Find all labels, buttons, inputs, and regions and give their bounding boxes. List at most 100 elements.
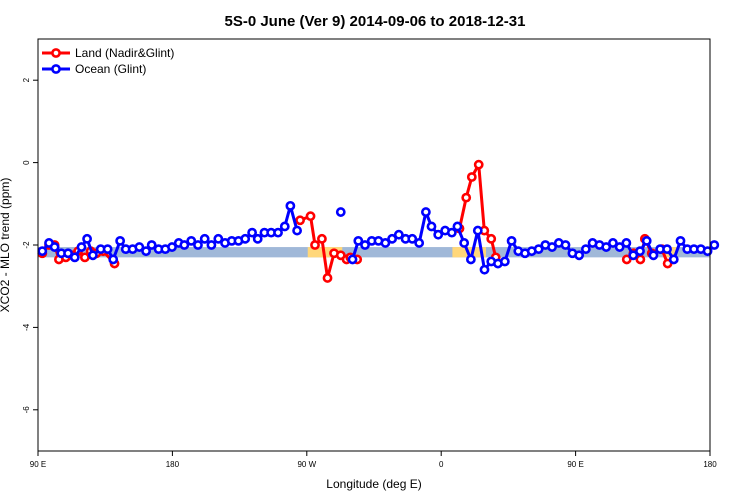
legend-swatch-point <box>51 64 61 74</box>
data-point <box>252 233 263 244</box>
y-tick-label: -2 <box>22 241 31 249</box>
legend-swatch-point <box>51 48 61 58</box>
x-axis-label: Longitude (deg E) <box>326 477 421 491</box>
y-tick-label: -4 <box>22 323 31 331</box>
data-point <box>614 242 625 252</box>
data-point <box>506 235 517 246</box>
data-point <box>461 192 472 203</box>
data-point <box>393 229 404 240</box>
data-point <box>134 242 145 252</box>
axes: 90 E 180 90 W 0 90 E 180 2 0 -2 -4 -6 <box>22 77 717 469</box>
data-point <box>79 252 90 263</box>
data-point <box>601 242 612 252</box>
data-point <box>273 227 283 238</box>
data-point <box>247 227 258 238</box>
data-point <box>414 238 425 248</box>
data-point <box>108 254 119 265</box>
data-point <box>635 246 645 257</box>
data-point <box>486 233 497 244</box>
data-point <box>420 207 431 217</box>
data-point <box>347 254 358 265</box>
data-point <box>580 244 591 255</box>
series-group <box>37 159 720 283</box>
data-point <box>167 242 177 252</box>
data-point <box>240 233 251 244</box>
data-point <box>709 240 720 250</box>
data-point <box>213 233 224 244</box>
series-ocean <box>37 200 720 275</box>
data-point <box>49 242 60 252</box>
data-point <box>608 238 618 248</box>
ocean-band <box>38 247 710 258</box>
data-point <box>380 238 391 248</box>
data-point <box>621 238 632 248</box>
data-point <box>279 221 290 232</box>
data-point <box>285 200 296 211</box>
data-point <box>466 172 477 182</box>
data-point <box>310 240 320 250</box>
data-point <box>472 225 483 236</box>
data-point <box>335 207 346 217</box>
data-point <box>292 225 302 236</box>
data-point <box>574 250 585 261</box>
data-point <box>186 235 197 246</box>
data-point <box>76 242 87 252</box>
data-point <box>295 215 305 226</box>
data-point <box>87 250 98 261</box>
data-point <box>668 254 679 265</box>
data-point <box>479 264 490 275</box>
y-tick-label: -6 <box>22 406 31 414</box>
y-axis-label: XCO2 - MLO trend (ppm) <box>0 178 12 313</box>
data-point <box>433 229 444 240</box>
data-point <box>387 233 398 244</box>
chart-title: 5S-0 June (Ver 9) 2014-09-06 to 2018-12-… <box>224 13 525 30</box>
data-point <box>499 256 510 267</box>
data-point <box>63 248 73 259</box>
x-tick-label: 90 E <box>567 460 583 469</box>
legend: Land (Nadir&Glint) Ocean (Glint) <box>42 46 174 76</box>
data-point <box>322 273 333 283</box>
data-point <box>560 240 571 250</box>
x-tick-label: 180 <box>166 460 180 469</box>
data-point <box>641 235 652 246</box>
data-point <box>146 240 157 250</box>
data-point <box>69 252 80 263</box>
data-point <box>141 246 151 257</box>
y-tick-label: 0 <box>22 160 31 165</box>
data-point <box>353 235 364 246</box>
data-point <box>533 244 544 255</box>
legend-entry-label: Ocean (Glint) <box>75 62 146 76</box>
x-tick-label: 180 <box>703 460 717 469</box>
data-point <box>446 227 457 238</box>
x-tick-label: 90 E <box>30 460 46 469</box>
data-point <box>628 250 639 261</box>
x-tick-label: 0 <box>439 460 444 469</box>
data-point <box>702 246 713 257</box>
data-point <box>115 235 126 246</box>
data-point <box>662 244 672 255</box>
data-point <box>179 240 190 250</box>
data-point <box>102 244 113 255</box>
data-point <box>426 221 437 232</box>
legend-entry-label: Land (Nadir&Glint) <box>75 46 174 60</box>
x-tick-label: 90 W <box>297 460 316 469</box>
data-point <box>407 233 418 244</box>
data-point <box>305 211 316 222</box>
data-point <box>621 254 632 265</box>
data-point <box>465 254 476 265</box>
data-point <box>473 159 484 170</box>
data-point <box>648 250 659 261</box>
data-point <box>452 221 463 232</box>
data-point <box>193 240 203 250</box>
data-point <box>317 233 327 244</box>
data-point <box>37 246 48 257</box>
data-point <box>675 235 686 246</box>
data-point <box>459 238 470 248</box>
data-point <box>206 240 217 250</box>
data-point <box>199 233 210 244</box>
data-point <box>82 233 92 244</box>
data-point <box>360 240 370 250</box>
y-tick-label: 2 <box>22 77 31 82</box>
data-point <box>547 242 557 252</box>
